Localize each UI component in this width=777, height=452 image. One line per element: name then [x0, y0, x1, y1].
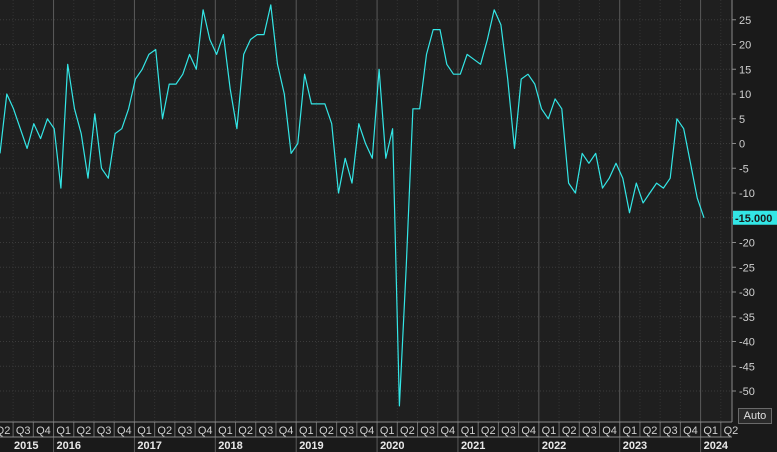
quarter-tick-label: Q1: [137, 425, 152, 437]
quarter-tick-label: Q1: [461, 425, 476, 437]
quarter-tick-label: Q2: [238, 425, 253, 437]
quarter-tick-label: Q3: [259, 425, 274, 437]
auto-scale-button[interactable]: Auto: [738, 408, 772, 424]
x-gridlines: [12, 0, 722, 452]
quarter-tick-label: Q4: [117, 425, 132, 437]
y-tick-label: 10: [739, 89, 751, 101]
quarter-tick-label: Q3: [178, 425, 193, 437]
year-tick-label: 2023: [623, 440, 647, 452]
quarter-tick-label: Q3: [339, 425, 354, 437]
year-tick-label: 2018: [218, 440, 242, 452]
series-group: [0, 4, 705, 407]
year-tick-label: 2021: [461, 440, 485, 452]
quarter-tick-label: Q2: [562, 425, 577, 437]
quarter-tick-label: Q3: [501, 425, 516, 437]
last-value-marker: -15.000: [733, 210, 777, 225]
quarter-tick-label: Q4: [602, 425, 617, 437]
quarter-tick-label: Q1: [299, 425, 314, 437]
y-tick-label: -10: [739, 188, 755, 200]
year-tick-label: 2016: [57, 440, 81, 452]
year-tick-labels: 2015 2016 2017 2018 2019 2020 2021 2022 2023 2024: [14, 440, 729, 452]
y-tick-label: -20: [739, 238, 755, 250]
quarter-tick-label: Q3: [582, 425, 597, 437]
quarter-tick-label: Q4: [198, 425, 213, 437]
quarter-tick-label: Q3: [16, 425, 31, 437]
year-tick-label: 2015: [14, 440, 38, 452]
quarter-tick-label: Q3: [420, 425, 435, 437]
quarter-tick-label: Q1: [703, 425, 718, 437]
year-tick-label: 2020: [380, 440, 404, 452]
y-tick-label: 25: [739, 15, 751, 27]
quarter-tick-label: Q3: [97, 425, 112, 437]
quarter-tick-label: Q1: [380, 425, 395, 437]
y-tick-label: -5: [739, 163, 749, 175]
y-tick-label: 0: [739, 139, 745, 151]
quarter-tick-label: Q1: [542, 425, 557, 437]
quarter-tick-label: Q4: [440, 425, 455, 437]
year-tick-label: 2024: [704, 440, 729, 452]
y-tick-label: -40: [739, 337, 755, 349]
quarter-tick-label: Q4: [36, 425, 51, 437]
y-tick-label: 15: [739, 64, 751, 76]
plot-area: [0, 0, 732, 422]
y-tick-label: -50: [739, 386, 755, 398]
y-tick-label: -25: [739, 262, 755, 274]
quarter-tick-label: Q3: [663, 425, 678, 437]
quarter-tick-label: Q4: [683, 425, 698, 437]
last-value-box: [733, 210, 777, 225]
quarter-tick-label: Q2: [400, 425, 415, 437]
quarter-tick-label: Q2: [319, 425, 334, 437]
quarter-tick-label: Q4: [279, 425, 294, 437]
last-value-label: -15.000: [735, 213, 772, 225]
year-tick-label: 2017: [137, 440, 161, 452]
quarter-tick-label: Q4: [360, 425, 375, 437]
year-tick-label: 2019: [299, 440, 323, 452]
quarter-tick-label: Q2: [77, 425, 92, 437]
y-tick-label: 20: [739, 40, 751, 52]
quarter-tick-label: Q2: [157, 425, 172, 437]
quarter-tick-label: Q1: [218, 425, 233, 437]
quarter-tick-label: Q1: [56, 425, 71, 437]
y-tick-label: -30: [739, 287, 755, 299]
quarter-tick-label: Q2: [481, 425, 496, 437]
quarter-tick-label: Q4: [521, 425, 536, 437]
quarter-tick-label: Q1: [622, 425, 637, 437]
series-line: [0, 4, 705, 407]
y-tick-label: -45: [739, 361, 755, 373]
quarter-tick-labels: Q2 Q3 Q4 Q1 Q2 Q3 Q4 Q1 Q2 Q3 Q4 Q1 Q2 Q3 Q4 Q1 Q2 Q3 Q4 Q1…: [0, 425, 738, 437]
y-tick-label: -35: [739, 312, 755, 324]
quarter-tick-label: Q2: [643, 425, 658, 437]
y-tick-label: 5: [739, 114, 745, 126]
quarter-tick-label: Q2: [0, 425, 10, 437]
quarter-tick-label: Q2: [724, 425, 739, 437]
year-tick-label: 2022: [542, 440, 566, 452]
